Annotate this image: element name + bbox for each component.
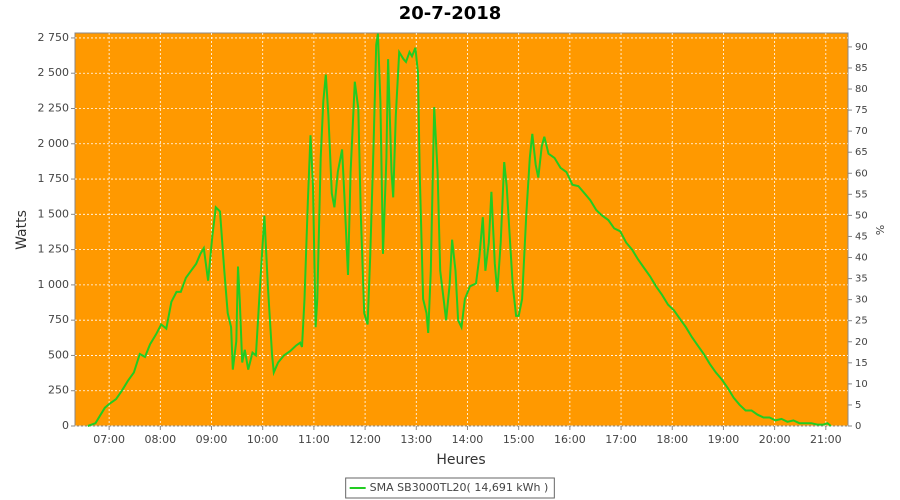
y2-axis-label: % xyxy=(874,225,887,235)
x-tick-label: 19:00 xyxy=(708,433,740,446)
y2-tick-label: 10 xyxy=(855,379,868,390)
y2-tick-label: 85 xyxy=(855,63,868,74)
y-tick-label: 1 000 xyxy=(38,278,70,291)
y2-tick-label: 45 xyxy=(855,231,868,242)
y-tick-label: 2 500 xyxy=(38,66,70,79)
y2-tick-label: 25 xyxy=(855,316,868,327)
x-tick-label: 21:00 xyxy=(810,433,842,446)
x-axis-label: Heures xyxy=(436,452,485,468)
y2-tick-label: 20 xyxy=(855,337,868,348)
y2-tick-label: 5 xyxy=(855,400,861,411)
series-line xyxy=(87,33,832,427)
x-tick-label: 11:00 xyxy=(298,433,330,446)
y-tick-label: 500 xyxy=(48,348,69,361)
y-tick-label: 0 xyxy=(62,419,69,432)
legend-label: SMA SB3000TL20( 14,691 kWh ) xyxy=(370,481,549,494)
legend: SMA SB3000TL20( 14,691 kWh ) xyxy=(345,477,555,499)
y2-tick-label: 0 xyxy=(855,421,861,432)
y-tick-label: 1 500 xyxy=(38,207,70,220)
y2-tick-label: 65 xyxy=(855,147,868,158)
x-tick-label: 13:00 xyxy=(400,433,432,446)
x-tick-label: 07:00 xyxy=(93,433,125,446)
y2-tick-label: 60 xyxy=(855,168,868,179)
y-tick-label: 250 xyxy=(48,384,69,397)
y-tick-label: 2 750 xyxy=(38,31,70,44)
legend-box xyxy=(345,477,555,499)
y-tick-label: 750 xyxy=(48,313,69,326)
x-tick-label: 18:00 xyxy=(656,433,688,446)
y2-tick-label: 55 xyxy=(855,189,868,200)
y2-tick-label: 70 xyxy=(855,126,868,137)
x-tick-label: 10:00 xyxy=(247,433,279,446)
y-tick-label: 2 250 xyxy=(38,101,70,114)
x-tick-label: 08:00 xyxy=(144,433,176,446)
y2-tick-label: 15 xyxy=(855,358,868,369)
y2-tick-label: 75 xyxy=(855,105,868,116)
y2-tick-label: 40 xyxy=(855,253,868,264)
x-tick-label: 12:00 xyxy=(349,433,381,446)
x-tick-label: 20:00 xyxy=(759,433,791,446)
x-tick-label: 16:00 xyxy=(554,433,586,446)
x-tick-label: 14:00 xyxy=(452,433,484,446)
x-tick-label: 15:00 xyxy=(503,433,535,446)
y2-tick-label: 80 xyxy=(855,84,868,95)
y2-tick-label: 90 xyxy=(855,42,868,53)
y-tick-label: 2 000 xyxy=(38,137,70,150)
x-tick-label: 17:00 xyxy=(605,433,637,446)
y2-tick-label: 35 xyxy=(855,274,868,285)
x-tick-label: 09:00 xyxy=(196,433,228,446)
y-axis-label: Watts xyxy=(14,210,30,250)
y2-tick-label: 30 xyxy=(855,295,868,306)
plot-area xyxy=(74,32,849,427)
y-tick-label: 1 750 xyxy=(38,172,70,185)
y2-tick-label: 50 xyxy=(855,210,868,221)
y-tick-label: 1 250 xyxy=(38,243,70,256)
chart-title: 20-7-2018 xyxy=(399,3,502,24)
